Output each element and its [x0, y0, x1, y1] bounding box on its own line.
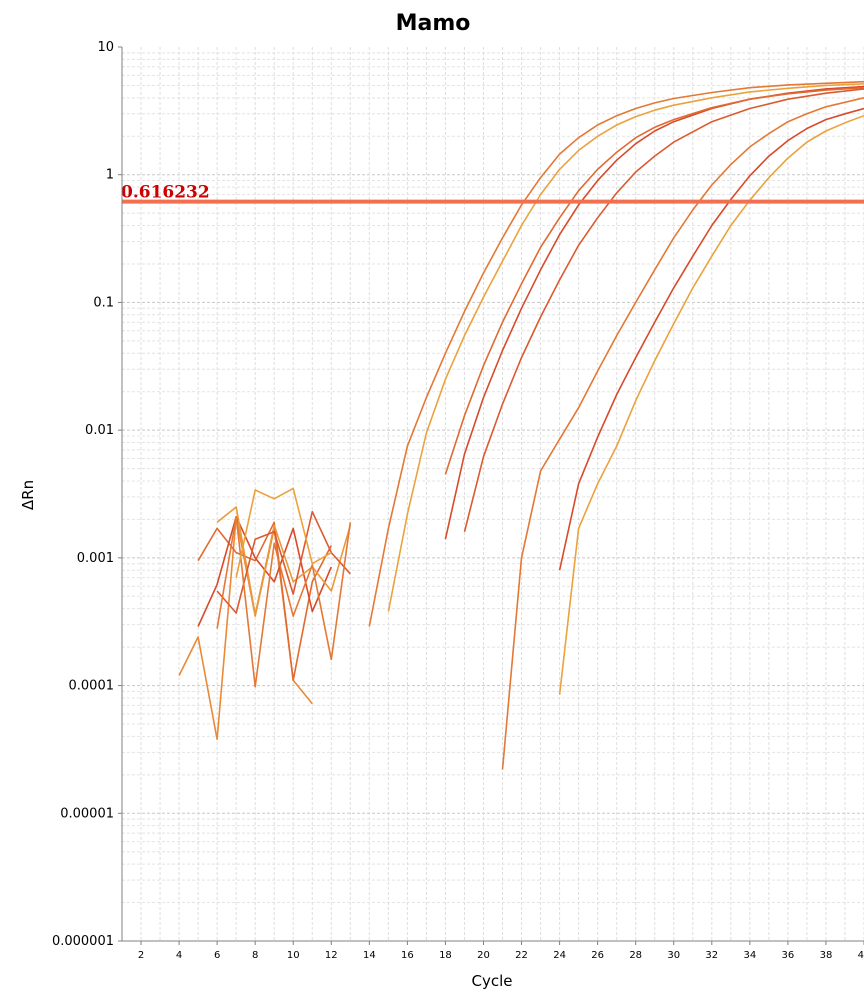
threshold-label: 0.616232 — [121, 183, 210, 203]
x-tick-label: 38 — [820, 950, 833, 961]
series-line-11 — [444, 86, 864, 475]
y-tick-label: 0.00001 — [60, 806, 114, 821]
series-lines — [178, 80, 864, 770]
x-tick-label: 28 — [629, 950, 642, 961]
y-tick-label: 0.0001 — [69, 679, 115, 694]
x-tick-label: 22 — [515, 950, 528, 961]
x-tick-label: 12 — [325, 950, 338, 961]
y-axis-label: ΔRn — [19, 480, 37, 510]
x-axis-ticks: 246810121416182022242628303234363840 — [138, 941, 864, 961]
y-axis-ticks: 10 1 0.1 0.01 0.001 0.0001 0.00001 0.000001 — [52, 40, 122, 949]
x-tick-label: 18 — [439, 950, 452, 961]
y-tick-label: 1 — [106, 168, 114, 183]
y-tick-label: 0.01 — [85, 423, 114, 438]
x-tick-label: 16 — [401, 950, 414, 961]
x-tick-label: 10 — [287, 950, 300, 961]
series-line-14 — [558, 107, 864, 571]
y-tick-label: 0.001 — [77, 551, 114, 566]
chart-title: Mamo — [396, 11, 471, 36]
series-line-6 — [216, 515, 352, 688]
x-axis-label: Cycle — [472, 972, 513, 990]
x-tick-label: 6 — [214, 950, 220, 961]
y-tick-label: 0.000001 — [52, 934, 114, 949]
x-tick-label: 14 — [363, 950, 376, 961]
x-tick-label: 2 — [138, 950, 144, 961]
series-line-15 — [558, 114, 864, 695]
x-tick-label: 40 — [858, 950, 864, 961]
series-line-9 — [387, 83, 864, 612]
x-tick-label: 26 — [591, 950, 604, 961]
series-line-5 — [216, 510, 351, 614]
series-line-8 — [368, 80, 864, 627]
x-tick-label: 24 — [553, 950, 566, 961]
y-tick-label: 10 — [97, 40, 114, 55]
series-line-12 — [463, 88, 864, 532]
series-line-2 — [197, 521, 333, 682]
series-line-13 — [501, 97, 864, 770]
series-line-4 — [216, 506, 352, 616]
series-line-7 — [235, 487, 332, 578]
x-tick-label: 4 — [176, 950, 182, 961]
x-tick-label: 30 — [667, 950, 680, 961]
x-tick-label: 32 — [705, 950, 718, 961]
x-tick-label: 8 — [252, 950, 258, 961]
x-tick-label: 34 — [743, 950, 756, 961]
threshold-group: 0.616232 — [121, 183, 864, 204]
x-tick-label: 20 — [477, 950, 490, 961]
grid-lines — [121, 47, 864, 942]
y-tick-label: 0.1 — [93, 295, 114, 310]
x-tick-label: 36 — [782, 950, 795, 961]
